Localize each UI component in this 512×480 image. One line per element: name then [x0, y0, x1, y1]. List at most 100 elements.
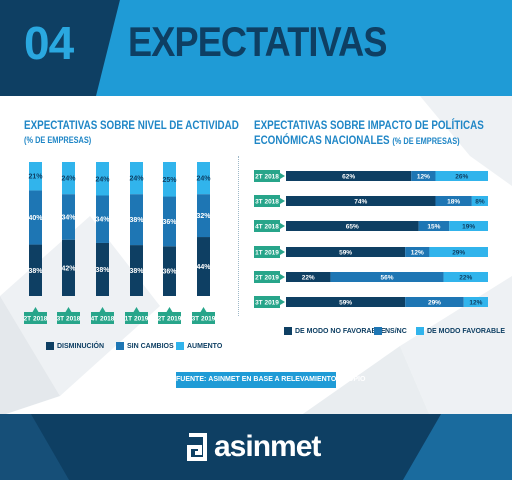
legend-item-disminucion: DISMINUCIÓN	[46, 342, 104, 350]
category-tag-pointer	[280, 274, 285, 280]
data-label: 59%	[339, 300, 352, 307]
category-tag	[91, 312, 114, 324]
category-tag	[192, 312, 215, 324]
footer-band-right	[402, 414, 512, 480]
category-tag	[254, 220, 280, 232]
logo-text: asinmet	[214, 430, 321, 463]
footer-band-left	[0, 414, 70, 480]
data-label: 36%	[162, 269, 177, 276]
data-label: 38%	[28, 268, 43, 275]
panel-divider	[238, 156, 239, 316]
data-label: 24%	[129, 176, 144, 183]
logo: asinmet	[186, 430, 321, 464]
right-chart-subtitle: (% DE EMPRESAS)	[392, 136, 460, 146]
bar-segment	[435, 196, 472, 206]
category-tag	[57, 312, 80, 324]
legend-label: AUMENTO	[187, 342, 223, 350]
data-label: 8%	[475, 199, 485, 206]
legend-item-no-favorable: DE MODO NO FAVORABLE	[284, 327, 385, 335]
bar-segment	[435, 171, 488, 181]
data-label: 12%	[411, 250, 424, 257]
legend-swatch	[416, 327, 424, 335]
bar-segment	[405, 297, 464, 307]
bar-segment	[197, 162, 210, 195]
bar-segment	[197, 194, 210, 238]
data-label: 12%	[417, 174, 430, 181]
bar-segment	[429, 247, 488, 257]
bar-segment	[29, 190, 42, 245]
category-tag-pointer	[280, 173, 285, 179]
bar-segment	[405, 247, 430, 257]
bar-segment	[62, 162, 75, 195]
data-label: 34%	[95, 217, 110, 224]
data-label: 15%	[427, 224, 440, 231]
tick-label: 3T 2019	[192, 316, 216, 323]
legend-item-nsnc: NS/NC	[374, 327, 407, 335]
legend-swatch	[116, 342, 124, 350]
category-tag	[254, 271, 280, 283]
category-tag	[125, 312, 148, 324]
bar-segment	[163, 196, 176, 247]
source-rest: EN BASE A RELEVAMIENTO PROPIO	[241, 376, 366, 383]
footer: asinmet	[0, 414, 512, 480]
bar-segment	[418, 221, 450, 231]
tick-label: 1T 2019	[255, 250, 279, 257]
category-tag-pointer	[280, 223, 285, 229]
right-chart-title-line2: ECONÓMICAS NACIONALES (% DE EMPRESAS)	[254, 133, 484, 149]
legend-swatch	[374, 327, 382, 335]
page-title: EXPECTATIVAS	[128, 18, 387, 65]
data-label: 65%	[346, 224, 359, 231]
data-label: 18%	[447, 199, 460, 206]
tick-label: 2T 2019	[158, 316, 182, 323]
data-label: 19%	[462, 224, 475, 231]
bar-segment	[96, 162, 109, 196]
data-label: 25%	[162, 177, 177, 184]
data-label: 21%	[28, 174, 43, 181]
data-label: 38%	[129, 268, 144, 275]
category-tag-pointer	[166, 307, 173, 312]
data-label: 22%	[302, 275, 315, 282]
right-chart-title-line2-text: ECONÓMICAS NACIONALES	[254, 133, 390, 147]
data-label: 36%	[162, 219, 177, 226]
data-label: 38%	[129, 217, 144, 224]
category-tag	[254, 195, 280, 207]
data-label: 56%	[380, 275, 393, 282]
tick-label: 4T 2018	[91, 316, 115, 323]
data-label: 74%	[354, 199, 367, 206]
bar-segment	[62, 194, 75, 240]
data-label: 34%	[61, 214, 76, 221]
bar-segment	[197, 237, 210, 296]
data-label: 22%	[459, 275, 472, 282]
bar-segment	[286, 221, 419, 231]
source-brand: ASINMET	[208, 376, 240, 383]
category-tag	[254, 296, 280, 308]
data-label: 24%	[95, 176, 110, 183]
data-label: 38%	[95, 267, 110, 274]
legend-swatch	[46, 342, 54, 350]
bar-segment	[286, 272, 331, 282]
left-chart-title-text: EXPECTATIVAS SOBRE NIVEL DE ACTIVIDAD	[24, 118, 239, 132]
tick-label: 4T 2018	[255, 224, 279, 231]
category-tag-pointer	[99, 307, 106, 312]
legend-item-favorable: DE MODO FAVORABLE	[416, 327, 505, 335]
legend-label: SIN CAMBIOS	[127, 342, 174, 350]
data-label: 32%	[196, 213, 211, 220]
data-label: 12%	[469, 300, 482, 307]
tick-label: 3T 2019	[255, 300, 279, 307]
bar-segment	[163, 246, 176, 296]
data-label: 59%	[339, 250, 352, 257]
tick-label: 3T 2018	[57, 316, 81, 323]
data-label: 44%	[196, 264, 211, 271]
section-number: 04	[24, 17, 74, 69]
bar-segment	[286, 171, 412, 181]
category-tag-pointer	[133, 307, 140, 312]
category-tag-pointer	[280, 198, 285, 204]
data-label: 29%	[428, 300, 441, 307]
category-tag	[24, 312, 47, 324]
bar-segment	[130, 194, 143, 246]
data-label: 42%	[61, 265, 76, 272]
data-label: 24%	[61, 176, 76, 183]
legend-label: NS/NC	[385, 327, 407, 335]
